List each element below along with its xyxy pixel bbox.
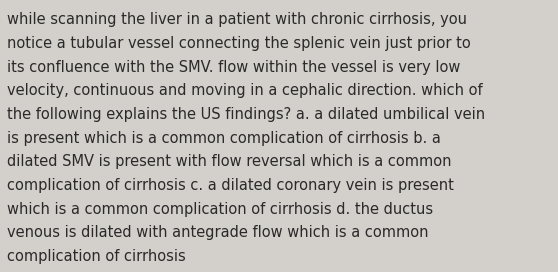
Text: complication of cirrhosis c. a dilated coronary vein is present: complication of cirrhosis c. a dilated c… [7,178,454,193]
Text: complication of cirrhosis: complication of cirrhosis [7,249,186,264]
Text: the following explains the US findings? a. a dilated umbilical vein: the following explains the US findings? … [7,107,485,122]
Text: its confluence with the SMV. flow within the vessel is very low: its confluence with the SMV. flow within… [7,60,461,75]
Text: venous is dilated with antegrade flow which is a common: venous is dilated with antegrade flow wh… [7,225,429,240]
Text: which is a common complication of cirrhosis d. the ductus: which is a common complication of cirrho… [7,202,434,217]
Text: is present which is a common complication of cirrhosis b. a: is present which is a common complicatio… [7,131,441,146]
Text: velocity, continuous and moving in a cephalic direction. which of: velocity, continuous and moving in a cep… [7,83,483,98]
Text: dilated SMV is present with flow reversal which is a common: dilated SMV is present with flow reversa… [7,154,452,169]
Text: notice a tubular vessel connecting the splenic vein just prior to: notice a tubular vessel connecting the s… [7,36,471,51]
Text: while scanning the liver in a patient with chronic cirrhosis, you: while scanning the liver in a patient wi… [7,12,467,27]
